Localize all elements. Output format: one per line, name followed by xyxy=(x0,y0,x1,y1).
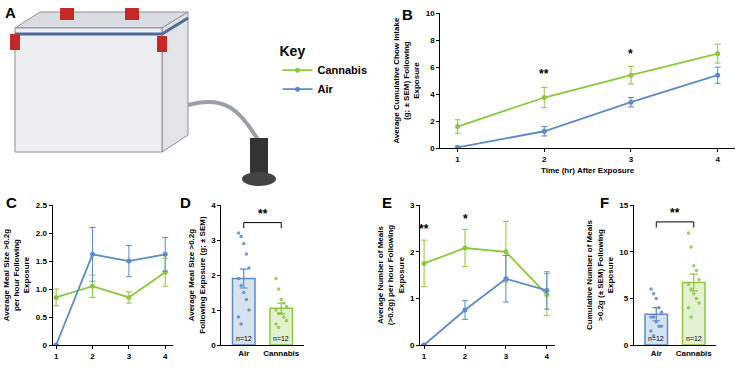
svg-text:3: 3 xyxy=(504,352,509,361)
svg-text:4: 4 xyxy=(211,201,216,210)
svg-text:Key: Key xyxy=(280,43,306,59)
svg-text:1: 1 xyxy=(211,306,216,315)
svg-text:n=12: n=12 xyxy=(236,335,252,342)
svg-text:2: 2 xyxy=(542,155,547,164)
svg-text:4: 4 xyxy=(163,352,168,361)
svg-text:**: ** xyxy=(670,206,680,220)
svg-text:2: 2 xyxy=(430,117,435,126)
svg-text:Air: Air xyxy=(238,349,249,358)
svg-text:Air: Air xyxy=(318,83,334,95)
svg-text:10: 10 xyxy=(426,9,435,18)
svg-text:Cannabis: Cannabis xyxy=(318,64,368,76)
svg-text:4: 4 xyxy=(430,90,435,99)
svg-text:2.0: 2.0 xyxy=(36,229,48,238)
svg-text:3: 3 xyxy=(127,352,132,361)
svg-text:1.5: 1.5 xyxy=(36,257,48,266)
svg-text:Air: Air xyxy=(651,349,662,358)
svg-text:3: 3 xyxy=(629,155,634,164)
svg-text:**: ** xyxy=(258,207,268,221)
svg-text:1.0: 1.0 xyxy=(36,285,48,294)
svg-text:6: 6 xyxy=(430,63,435,72)
svg-text:10: 10 xyxy=(619,248,628,257)
svg-text:3: 3 xyxy=(410,201,415,210)
svg-text:n=12: n=12 xyxy=(273,335,289,342)
svg-text:E: E xyxy=(382,194,392,211)
svg-text:2: 2 xyxy=(211,271,216,280)
svg-text:D: D xyxy=(180,194,191,211)
svg-text:1: 1 xyxy=(410,294,415,303)
svg-text:0: 0 xyxy=(42,341,47,350)
svg-text:15: 15 xyxy=(619,201,628,210)
svg-text:n=12: n=12 xyxy=(686,335,702,342)
svg-text:4: 4 xyxy=(715,155,720,164)
svg-text:Time (hr) After Exposure: Time (hr) After Exposure xyxy=(541,166,635,175)
svg-text:Average Meal Size >0.2gper hou: Average Meal Size >0.2gper hour Followin… xyxy=(2,229,32,322)
svg-text:0: 0 xyxy=(211,341,216,350)
svg-text:*: * xyxy=(628,47,633,61)
svg-text:C: C xyxy=(6,194,17,211)
svg-text:Average Meal Size >0.2gFollowi: Average Meal Size >0.2gFollowing Exposur… xyxy=(187,216,206,334)
svg-text:n=12: n=12 xyxy=(648,335,664,342)
svg-text:5: 5 xyxy=(624,294,629,303)
svg-text:Average Number of Meals(>0.2g): Average Number of Meals(>0.2g) per hour … xyxy=(376,225,406,325)
svg-text:0: 0 xyxy=(430,144,435,153)
svg-text:**: ** xyxy=(419,222,429,236)
svg-text:8: 8 xyxy=(430,36,435,45)
svg-text:**: ** xyxy=(539,67,549,81)
svg-text:2: 2 xyxy=(463,352,468,361)
svg-text:Cannabis: Cannabis xyxy=(676,349,713,358)
svg-text:2.5: 2.5 xyxy=(36,201,48,210)
svg-text:2: 2 xyxy=(90,352,95,361)
svg-text:0.5: 0.5 xyxy=(36,313,48,322)
svg-text:1: 1 xyxy=(422,352,427,361)
svg-text:B: B xyxy=(402,6,413,23)
svg-text:A: A xyxy=(5,4,16,21)
svg-text:*: * xyxy=(463,212,468,226)
svg-text:4: 4 xyxy=(545,352,550,361)
svg-text:0: 0 xyxy=(624,341,629,350)
svg-text:Cumulative Number of Meals>0.2: Cumulative Number of Meals>0.2g (± SEM) … xyxy=(585,220,615,330)
svg-text:F: F xyxy=(600,194,609,211)
svg-text:1: 1 xyxy=(54,352,59,361)
svg-text:3: 3 xyxy=(211,236,216,245)
svg-text:2: 2 xyxy=(410,248,415,257)
svg-text:Cannabis: Cannabis xyxy=(263,349,300,358)
svg-text:1: 1 xyxy=(455,155,460,164)
svg-text:0: 0 xyxy=(410,341,415,350)
svg-text:Average Cumulative Chow Intake: Average Cumulative Chow Intake(g; ± SEM)… xyxy=(392,17,422,144)
